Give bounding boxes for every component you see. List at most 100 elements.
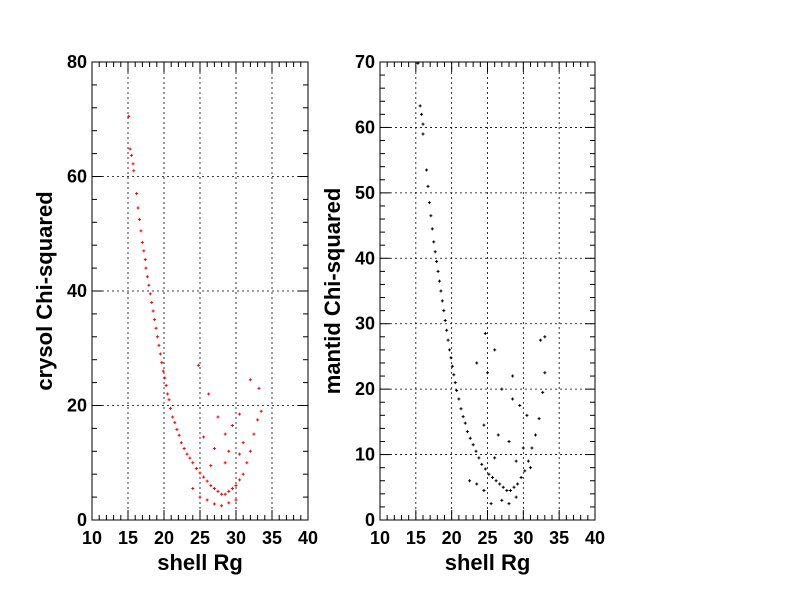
mantid-data-point bbox=[461, 415, 465, 419]
crysol-y-tick-label: 40 bbox=[67, 281, 87, 301]
mantid-data-point bbox=[457, 397, 461, 401]
mantid-data-point bbox=[482, 423, 486, 427]
crysol-data-point bbox=[131, 162, 135, 166]
crysol-data-point bbox=[153, 318, 157, 322]
crysol-scatter-panel: 10 15 20 25 30 35 40 0 20 40 60 80 shell Rg crysol Ch… bbox=[32, 52, 318, 575]
mantid-data-point bbox=[539, 338, 543, 342]
mantid-data-point bbox=[465, 430, 469, 434]
crysol-x-tick-label: 35 bbox=[262, 528, 282, 548]
mantid-data-point bbox=[529, 466, 532, 470]
crysol-data-point bbox=[202, 435, 206, 439]
crysol-data-point bbox=[194, 466, 198, 470]
mantid-x-tick-label: 15 bbox=[406, 528, 426, 548]
mantid-data-point bbox=[427, 201, 431, 205]
mantid-data-point bbox=[508, 489, 512, 493]
mantid-data-point bbox=[537, 417, 541, 421]
crysol-data-point bbox=[143, 258, 147, 262]
crysol-data-point bbox=[136, 206, 140, 210]
crysol-y-tick-label: 0 bbox=[77, 510, 87, 530]
crysol-data-point bbox=[234, 484, 238, 488]
crysol-data-point bbox=[132, 169, 136, 173]
mantid-data-point bbox=[530, 446, 534, 450]
crysol-y-axis-title: crysol Chi-squared bbox=[32, 191, 57, 390]
crysol-data-point bbox=[185, 452, 189, 456]
mantid-data-point bbox=[452, 373, 456, 377]
mantid-data-point bbox=[418, 104, 422, 108]
crysol-data-point bbox=[151, 309, 155, 313]
mantid-data-point bbox=[443, 318, 447, 322]
mantid-x-tick-label: 35 bbox=[549, 528, 569, 548]
mantid-data-point bbox=[445, 328, 449, 332]
crysol-data-point bbox=[157, 343, 161, 347]
crysol-data-point bbox=[188, 456, 192, 460]
mantid-data-point bbox=[426, 184, 430, 188]
mantid-x-tick-label: 20 bbox=[442, 528, 462, 548]
mantid-data-point bbox=[516, 482, 520, 486]
mantid-data-point bbox=[514, 459, 518, 463]
crysol-data-point bbox=[160, 361, 164, 365]
mantid-x-tick-label: 25 bbox=[477, 528, 497, 548]
crysol-data-point bbox=[191, 461, 195, 465]
crysol-data-point bbox=[212, 446, 216, 450]
mantid-data-point bbox=[505, 489, 509, 493]
mantid-data-point bbox=[459, 407, 463, 411]
crysol-data-point bbox=[154, 326, 158, 330]
mantid-data-point bbox=[421, 122, 425, 126]
mantid-data-point bbox=[468, 479, 472, 483]
crysol-data-point bbox=[148, 292, 152, 296]
crysol-y-tick-label: 60 bbox=[67, 167, 87, 187]
crysol-data-point bbox=[238, 412, 242, 416]
crysol-data-point bbox=[257, 386, 261, 390]
crysol-data-point bbox=[230, 487, 234, 491]
crysol-data-point bbox=[238, 452, 242, 456]
mantid-data-point bbox=[543, 371, 547, 375]
crysol-data-point bbox=[248, 449, 252, 453]
mantid-data-point bbox=[420, 112, 424, 116]
mantid-data-point bbox=[487, 472, 491, 476]
crysol-data-point bbox=[140, 240, 144, 244]
mantid-x-axis-title: shell Rg bbox=[445, 550, 531, 575]
crysol-plot-frame bbox=[91, 61, 309, 521]
mantid-data-point bbox=[421, 132, 425, 136]
mantid-data-point bbox=[512, 485, 516, 489]
crysol-data-point bbox=[241, 441, 245, 445]
crysol-x-tick-label: 10 bbox=[82, 528, 102, 548]
mantid-data-point bbox=[486, 371, 489, 375]
crysol-data-point bbox=[161, 369, 165, 373]
mantid-data-point bbox=[436, 269, 440, 273]
mantid-data-point bbox=[511, 397, 515, 401]
crysol-data-point bbox=[227, 449, 231, 453]
crysol-data-point bbox=[139, 229, 143, 233]
mantid-data-point bbox=[474, 449, 478, 453]
mantid-data-point bbox=[463, 421, 467, 425]
mantid-data-point bbox=[468, 436, 472, 440]
mantid-data-point bbox=[480, 462, 484, 466]
crysol-data-point bbox=[163, 376, 167, 380]
crysol-data-point bbox=[147, 283, 151, 287]
crysol-x-tick-label: 30 bbox=[226, 528, 246, 548]
crysol-x-axis-title: shell Rg bbox=[157, 550, 243, 575]
crysol-data-point bbox=[238, 478, 242, 482]
mantid-data-point bbox=[543, 335, 547, 339]
mantid-data-point bbox=[471, 443, 475, 447]
mantid-data-point bbox=[482, 489, 486, 493]
crysol-y-tick-label: 20 bbox=[67, 396, 87, 416]
mantid-data-point bbox=[433, 250, 437, 254]
crysol-data-point bbox=[227, 489, 231, 493]
mantid-data-point bbox=[475, 482, 479, 486]
mantid-data-point bbox=[425, 168, 429, 172]
crysol-data-point bbox=[241, 472, 245, 476]
crysol-data-point bbox=[259, 409, 263, 413]
crysol-data-point bbox=[209, 484, 213, 488]
mantid-x-tick-label: 10 bbox=[370, 528, 390, 548]
mantid-data-point bbox=[477, 456, 481, 460]
mantid-data-point bbox=[500, 498, 504, 502]
crysol-data-point bbox=[191, 487, 195, 491]
mantid-data-point bbox=[521, 446, 525, 450]
crysol-data-point bbox=[234, 498, 238, 502]
crysol-data-point bbox=[223, 432, 227, 436]
crysol-data-point bbox=[223, 492, 227, 496]
mantid-data-point bbox=[437, 279, 441, 283]
mantid-data-point bbox=[523, 469, 527, 473]
mantid-plot-frame bbox=[379, 61, 596, 521]
